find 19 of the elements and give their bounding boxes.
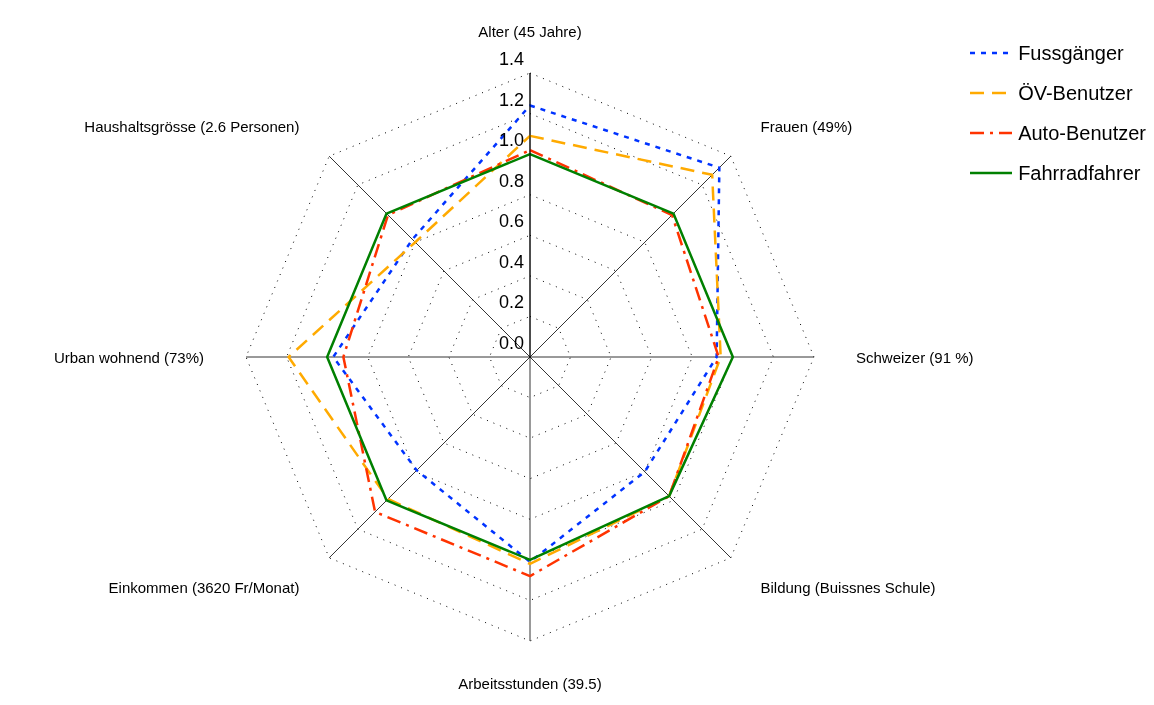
legend-label: Fahrradfahrer [1018,161,1141,185]
spoke-label: Alter (45 Jahre) [478,22,582,40]
spoke-label: Einkommen (3620 Fr/Monat) [108,579,300,597]
spoke-label: Haushaltsgrösse (2.6 Personen) [84,117,300,135]
legend-label: Fussgänger [1018,41,1124,65]
y-tick-label: 0.2 [498,292,524,313]
spoke-label: Schweizer (91 %) [856,348,974,366]
spoke-label: Bildung (Buissnes Schule) [760,579,936,597]
spoke-label: Arbeitsstunden (39.5) [458,674,602,692]
y-tick-label: 1.2 [498,89,524,110]
spoke-label: Urban wohnend (73%) [53,348,204,366]
y-tick-label: 1.0 [498,130,524,151]
y-tick-label: 0.8 [498,170,524,191]
y-tick-label: 1.4 [498,49,524,69]
y-tick-label: 0.4 [498,251,524,272]
spoke-label: Frauen (49%) [760,117,853,135]
legend-label: Auto-Benutzer [1018,121,1146,145]
legend-label: ÖV-Benutzer [1018,81,1133,105]
y-tick-label: 0.6 [498,211,524,232]
